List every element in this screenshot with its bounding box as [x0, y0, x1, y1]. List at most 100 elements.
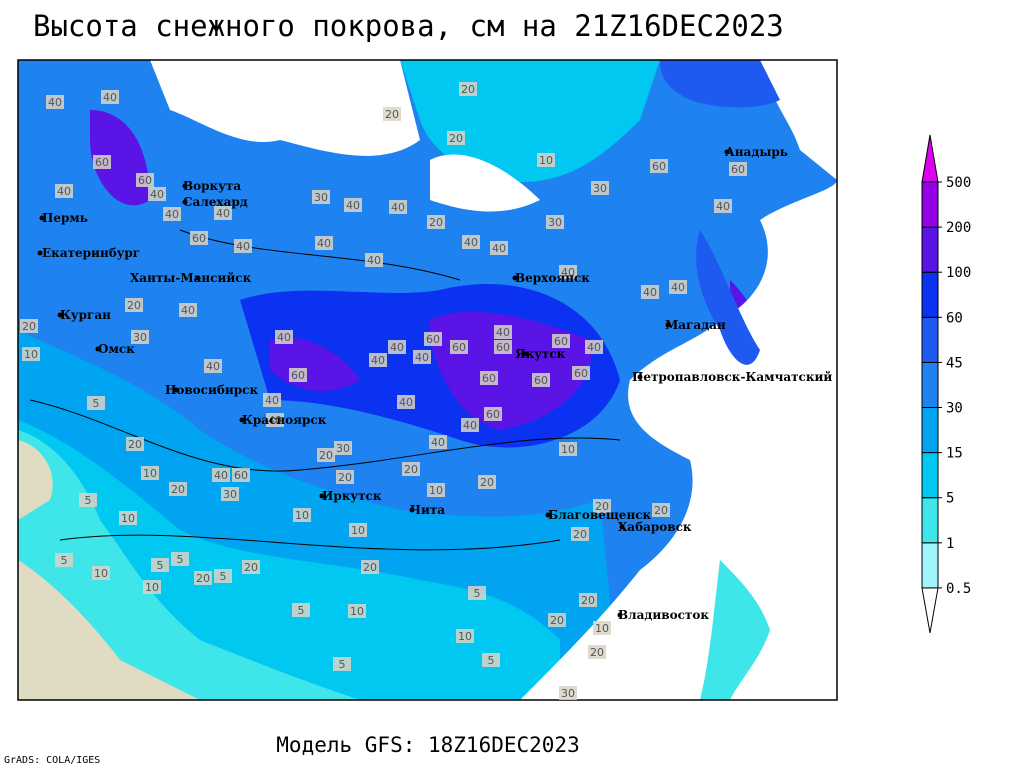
contour-label: 10: [539, 154, 553, 167]
colorbar-segment: [921, 271, 939, 318]
contour-label: 40: [431, 436, 445, 449]
contour-label: 30: [336, 442, 350, 455]
contour-label-box: [87, 396, 105, 410]
contour-label-box: [459, 82, 477, 96]
contour-label: 40: [103, 91, 117, 104]
contour-label: 40: [643, 286, 657, 299]
contour-label-box: [266, 413, 284, 427]
contour-label: 20: [550, 614, 564, 627]
contour-label-box: [119, 511, 137, 525]
contour-label-box: [552, 334, 570, 348]
contour-label: 20: [581, 594, 595, 607]
model-label: Модель GFS: 18Z16DEC2023: [276, 733, 579, 757]
contour-label: 60: [291, 369, 305, 382]
contour-label: 60: [496, 341, 510, 354]
city-name: Омск: [98, 342, 135, 356]
contour-label: 20: [595, 500, 609, 513]
contour-label-box: [559, 442, 577, 456]
contour-label: 20: [363, 561, 377, 574]
contour-label: 20: [449, 132, 463, 145]
city-dot: [195, 275, 201, 281]
contour-label: 40: [317, 237, 331, 250]
region: [18, 430, 360, 700]
contour-label: 20: [385, 108, 399, 121]
colorbar-segment: [921, 316, 939, 363]
contour-label: 20: [480, 476, 494, 489]
contour-label-box: [456, 629, 474, 643]
contour-label: 5: [85, 494, 92, 507]
contour-label: 20: [196, 572, 210, 585]
contour-label: 60: [192, 232, 206, 245]
city-dot: [545, 512, 551, 518]
contour-label-box: [289, 368, 307, 382]
contour-label-box: [349, 523, 367, 537]
contour-label: 5: [61, 554, 68, 567]
contour-label-box: [480, 371, 498, 385]
contour-label-box: [317, 448, 335, 462]
city-dot: [409, 507, 415, 513]
city-dot: [182, 183, 188, 189]
contour-label: 30: [223, 488, 237, 501]
contour-label: 40: [150, 188, 164, 201]
contour-label-box: [537, 153, 555, 167]
contour-label-box: [478, 475, 496, 489]
contour-label-box: [169, 482, 187, 496]
contour-label: 5: [298, 604, 305, 617]
region: [700, 560, 770, 700]
contour-label-box: [447, 131, 465, 145]
contour-label: 40: [277, 331, 291, 344]
contour-label-box: [143, 580, 161, 594]
colorbar-label: 500: [946, 175, 971, 191]
contour-label: 30: [133, 331, 147, 344]
city-dot: [512, 275, 518, 281]
colorbar-label: 15: [946, 446, 963, 462]
contour-label: 60: [574, 367, 588, 380]
contour-label: 20: [128, 438, 142, 451]
contour-label-box: [79, 493, 97, 507]
city-dot: [522, 351, 528, 357]
city-name: Ханты-Мансийск: [130, 271, 252, 285]
city-name: Благовещенск: [548, 508, 652, 522]
contour-label: 20: [319, 449, 333, 462]
city-dot: [665, 322, 671, 328]
contour-label: 40: [346, 199, 360, 212]
contour-label: 10: [561, 443, 575, 456]
contour-label-box: [365, 253, 383, 267]
contour-label-box: [293, 508, 311, 522]
contour-label: 10: [295, 509, 309, 522]
city-dot: [173, 387, 179, 393]
contour-label: 40: [561, 266, 575, 279]
contour-label: 40: [587, 341, 601, 354]
colorbar-segment: [921, 452, 939, 499]
city-dot: [239, 417, 245, 423]
contour-label: 10: [350, 605, 364, 618]
city-name: Воркута: [183, 179, 241, 193]
contour-label-box: [214, 206, 232, 220]
region: [660, 60, 780, 365]
contour-label: 20: [171, 483, 185, 496]
contour-label: 5: [339, 658, 346, 671]
colorbar-label: 60: [946, 310, 963, 326]
contour-label-box: [424, 332, 442, 346]
city-dot: [724, 149, 730, 155]
contour-label-box: [336, 470, 354, 484]
contour-label: 5: [220, 570, 227, 583]
contour-label-box: [593, 499, 611, 513]
city-name: Красноярск: [242, 413, 327, 427]
contour-label: 20: [590, 646, 604, 659]
contour-label: 40: [415, 351, 429, 364]
city-name: Иркутск: [322, 489, 382, 503]
contour-label-box: [148, 187, 166, 201]
colorbar-label: 30: [946, 401, 963, 417]
contour-label-box: [559, 686, 577, 700]
contour-label-box: [383, 107, 401, 121]
contour-label-box: [334, 441, 352, 455]
contour-label: 60: [534, 374, 548, 387]
contour-label: 20: [404, 463, 418, 476]
city-name: Новосибирск: [165, 383, 258, 397]
contour-label: 5: [177, 553, 184, 566]
contour-label: 60: [95, 156, 109, 169]
contour-label-box: [593, 621, 611, 635]
contour-label: 10: [145, 581, 159, 594]
contour-label-box: [429, 435, 447, 449]
